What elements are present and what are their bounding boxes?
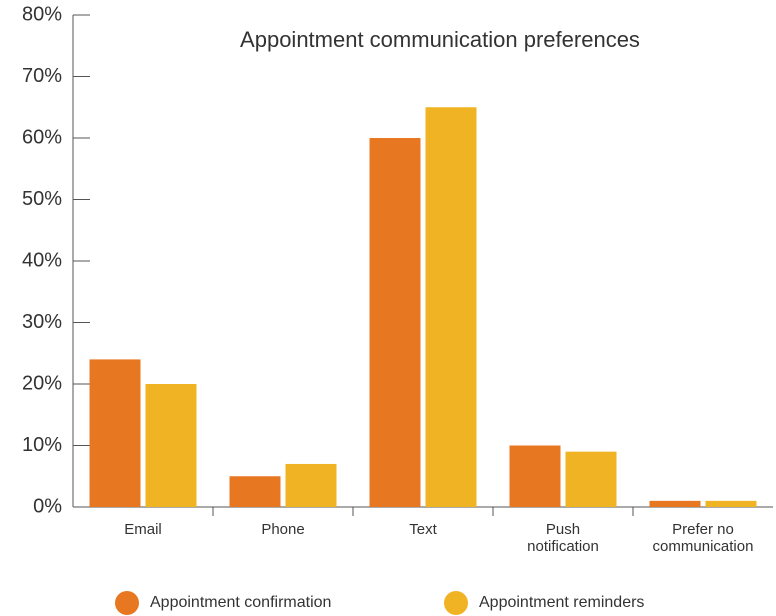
chart-title: Appointment communication preferences bbox=[240, 27, 640, 52]
y-tick-label: 20% bbox=[22, 372, 62, 394]
y-tick-label: 80% bbox=[22, 3, 62, 25]
bar bbox=[649, 500, 701, 507]
x-tick-label: Prefer no communication bbox=[652, 521, 754, 555]
y-tick-label: 10% bbox=[22, 434, 62, 456]
legend-swatch bbox=[115, 591, 139, 615]
y-tick-label: 60% bbox=[22, 126, 62, 148]
y-tick-label: 0% bbox=[33, 495, 62, 517]
legend-swatch bbox=[444, 591, 468, 615]
bar bbox=[145, 384, 197, 507]
legend-label: Appointment confirmation bbox=[150, 594, 331, 611]
y-tick-label: 70% bbox=[22, 65, 62, 87]
y-tick-label: 30% bbox=[22, 311, 62, 333]
y-tick-label: 50% bbox=[22, 188, 62, 210]
x-tick-label: Text bbox=[409, 521, 437, 538]
x-tick-label: Push notification bbox=[527, 521, 599, 555]
bar bbox=[705, 500, 757, 507]
bar bbox=[565, 451, 617, 507]
y-tick-label: 40% bbox=[22, 249, 62, 271]
x-tick-label: Email bbox=[124, 521, 162, 538]
bar bbox=[89, 359, 141, 507]
bar bbox=[369, 138, 421, 507]
bar bbox=[509, 445, 561, 507]
bar bbox=[425, 107, 477, 507]
bar bbox=[285, 463, 337, 507]
x-tick-label: Phone bbox=[261, 521, 305, 538]
legend-label: Appointment reminders bbox=[479, 594, 644, 611]
bar bbox=[229, 476, 281, 507]
